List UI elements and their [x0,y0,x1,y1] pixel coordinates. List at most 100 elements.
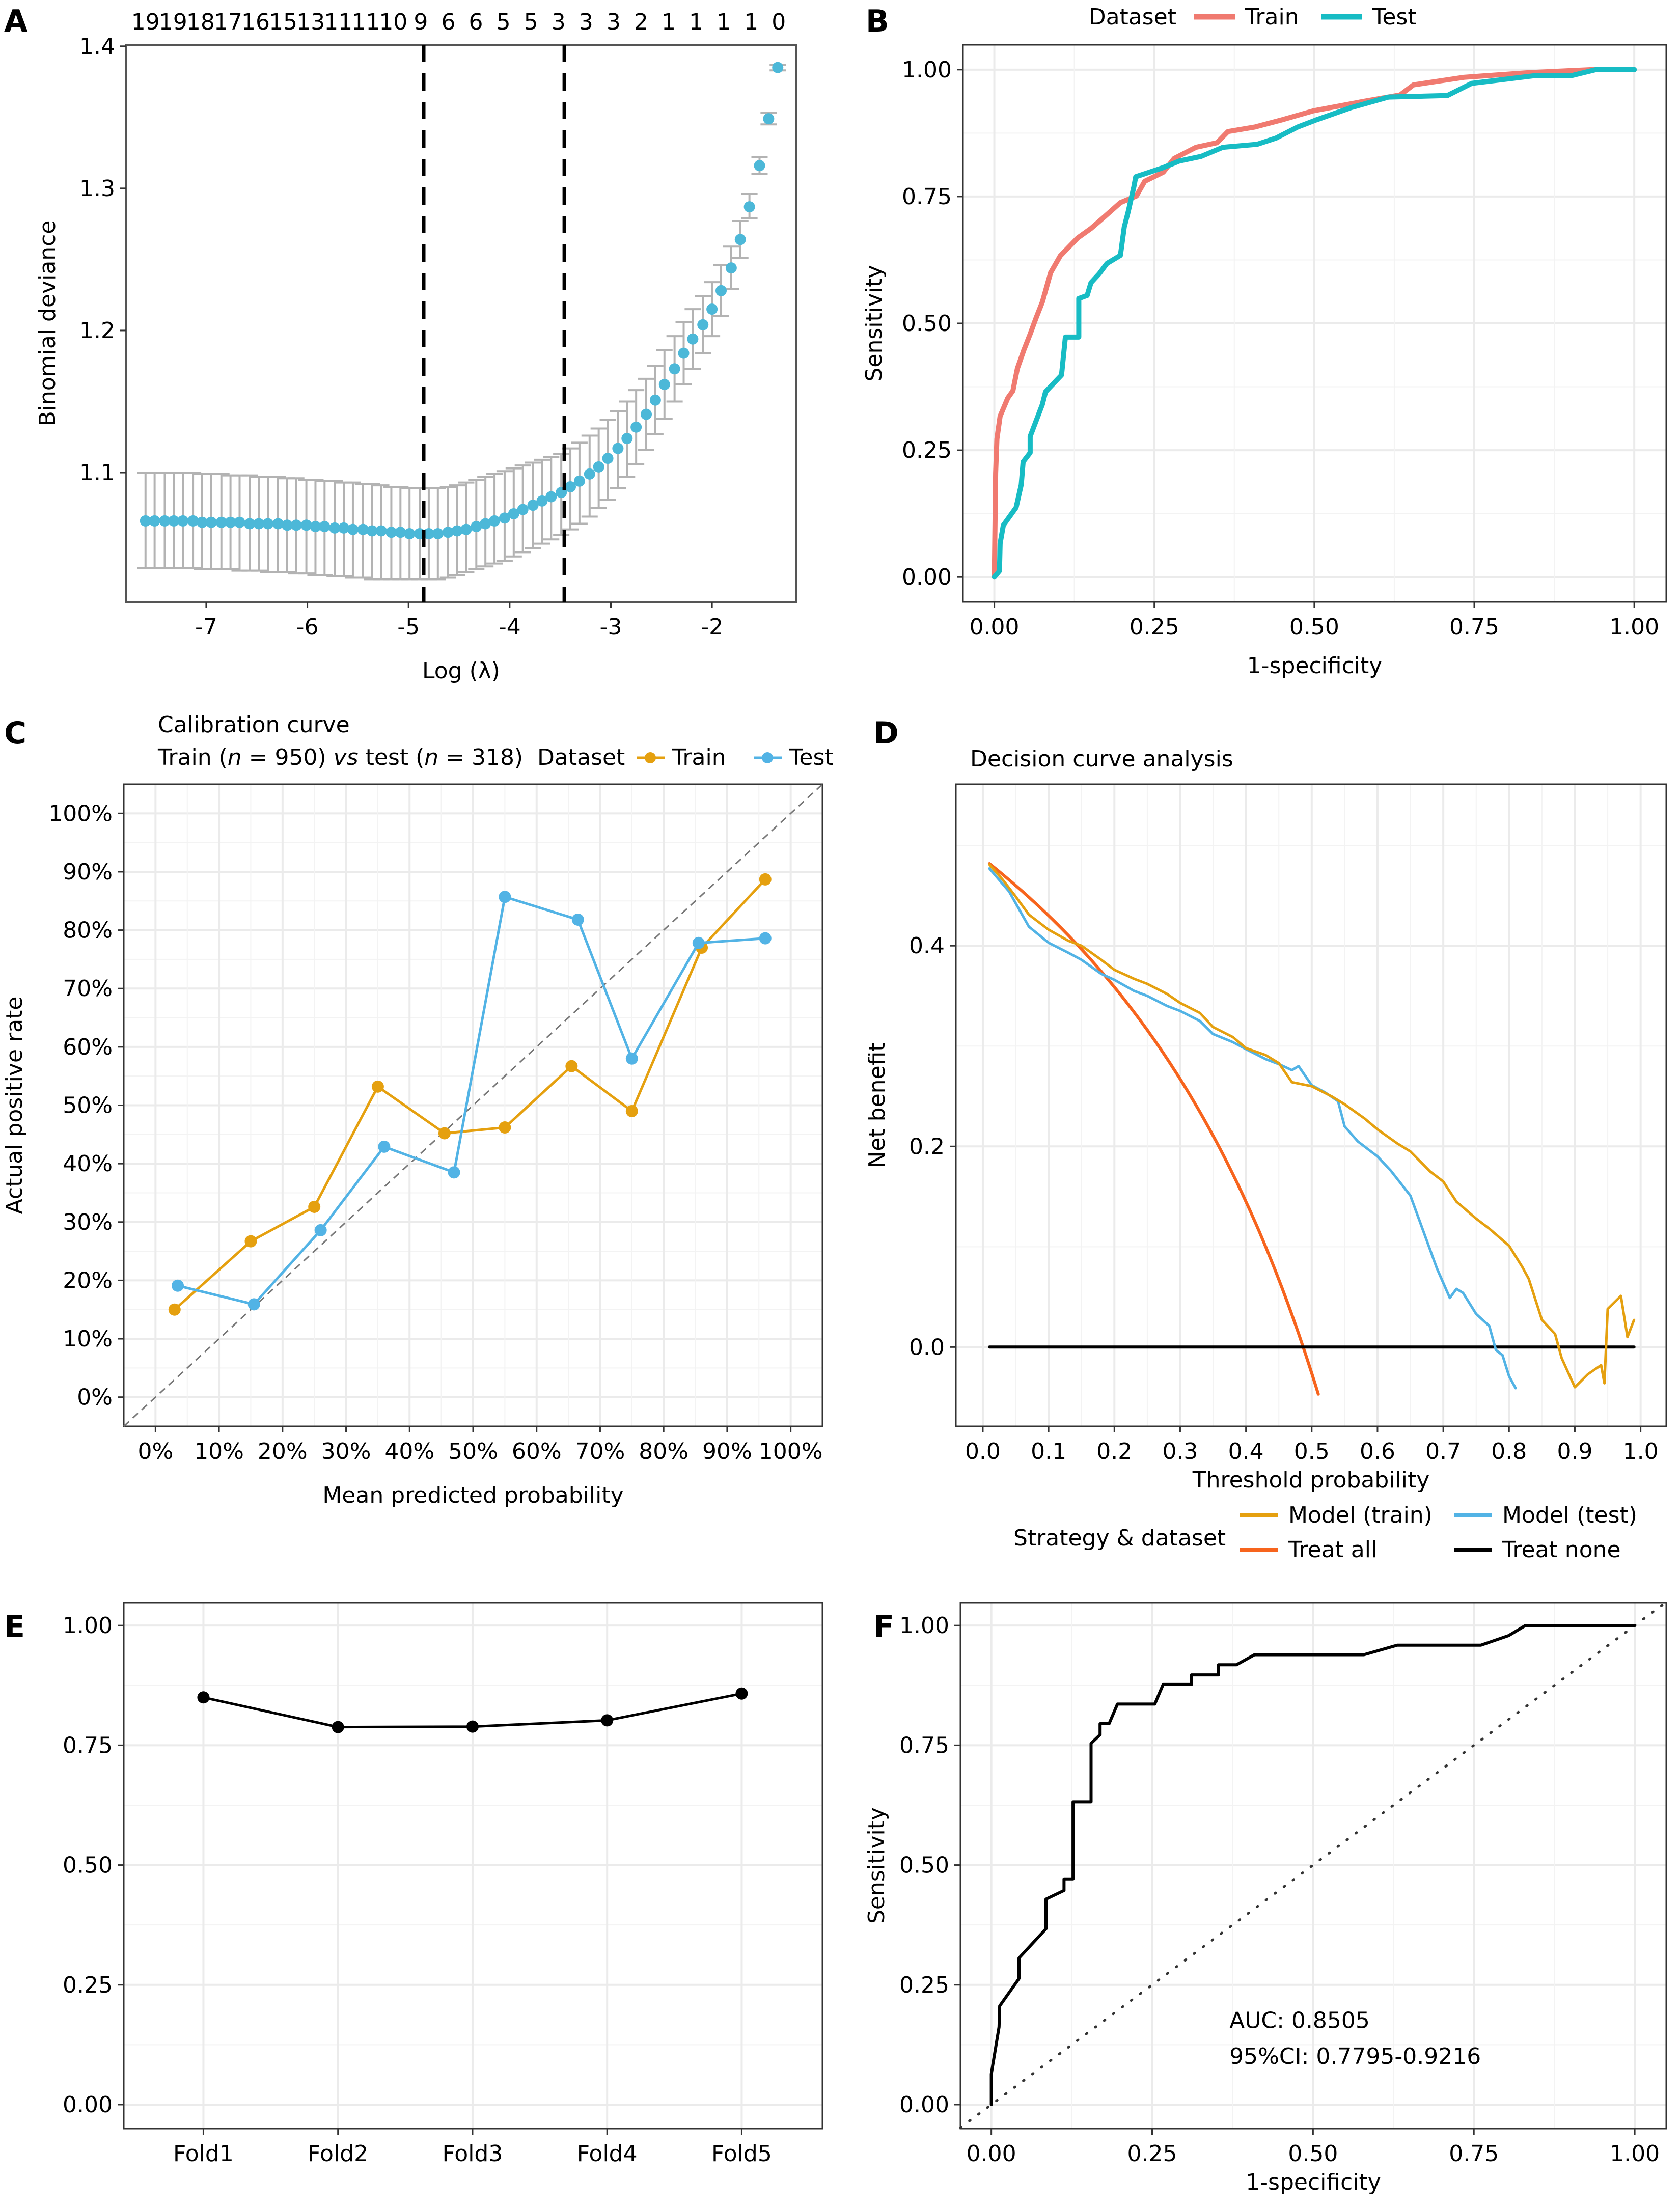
y-tick-label: 100% [48,801,113,826]
panel-d-decision-curve: D 0.0 0.2 0.4 0.0 0.1 0.2 0.3 0.4 0.5 0.6 0.7 0.8 0.9… [864,715,1667,1563]
y-tick-label: 1.00 [899,1613,949,1639]
top-nonzero-count-label: 3 [552,9,566,35]
data-point [715,285,727,296]
x-tick-label: 0.75 [1449,2141,1499,2167]
x-tick-label: 0.5 [1294,1439,1330,1465]
top-nonzero-count-label: 6 [469,9,483,35]
data-point [423,528,434,540]
data-point [630,421,642,433]
top-nonzero-count-label: 11 [351,9,380,35]
calibration-point-train [371,1080,384,1093]
y-tick-label: 0.50 [899,1853,949,1879]
legend-title: Dataset [1089,4,1176,30]
data-point [177,515,189,527]
x-tick-label: 0.7 [1425,1439,1461,1465]
x-axis-title: Threshold probability [1192,1467,1430,1493]
panel-b-roc-train-test: B 0.00 0.25 0.50 0.75 1.00 0.00 0.25 0.50 0.75 1.0… [861,4,1667,679]
legend-label-train: Train [1245,4,1299,30]
top-nonzero-count-label: 1 [689,9,703,35]
calibration-point-train [438,1127,451,1140]
ci-annotation: 95%CI: 0.7795-0.9216 [1229,2044,1481,2069]
y-tick-label: 0.50 [902,311,952,337]
cv-auc-point [332,1721,344,1733]
legend-label: Treat all [1288,1537,1377,1563]
top-nonzero-count-label: 5 [497,9,511,35]
data-point [253,518,265,530]
data-point [244,518,256,530]
x-tick-label: 0.4 [1228,1439,1264,1465]
y-tick-label: 0.4 [909,933,945,959]
top-nonzero-count-label: 15 [269,9,297,35]
panel-e-cv-folds: E 0.00 0.25 0.50 0.75 1.00 Fold1 Fold2 Fold3 Fold… [4,1602,823,2167]
top-nonzero-count-label: 6 [441,9,455,35]
data-point [669,363,680,375]
plot-frame [962,44,1667,603]
y-tick-label: 70% [63,976,113,1002]
plot-frame [125,44,797,603]
top-nonzero-count-label: 19 [159,9,187,35]
data-point [395,527,406,538]
x-tick-label: Fold2 [308,2141,368,2167]
subtitle-part: = 318) [438,744,523,770]
plot-frame [955,783,1667,1427]
y-tick-label: 1.2 [79,318,115,344]
chart-subtitle: Train (n = 950) vs test (n = 318) [157,744,523,770]
y-tick-label: 10% [63,1326,113,1352]
x-tick-label: 0.8 [1491,1439,1527,1465]
x-tick-label: 0.0 [965,1439,1001,1465]
chart-title: Decision curve analysis [970,746,1233,772]
top-nonzero-count-label: 18 [186,9,215,35]
data-point [262,518,274,530]
data-point [432,528,444,540]
calibration-point-train [499,1121,511,1134]
subtitle-part: = 950) [242,744,334,770]
x-tick-label: 0.1 [1031,1439,1066,1465]
data-point [347,523,359,535]
legend-title: Strategy & dataset [1013,1525,1226,1551]
panel-c-calibration: C 0% 10% 20% 30% 40% 50% 60% 70% 80% 90% 100% 0% 10% 2… [2,712,834,1508]
calibration-point-test [571,913,584,926]
panel-a-lasso-cv: A 1.1 1.2 1.3 1.4 -7 -6 -5 -4 -3 -2 Log (λ) Binomial… [4,4,797,684]
calibration-point-train [759,873,772,886]
y-tick-label: 0.00 [902,564,952,590]
reference-diagonal [959,1600,1668,2129]
data-point [621,433,633,445]
plot-frame [123,783,823,1427]
x-tick-label: 90% [702,1439,752,1465]
calibration-point-test [692,936,705,949]
x-tick-label: 30% [321,1439,371,1465]
plot-frame [123,1602,823,2130]
x-tick-label: 0.9 [1557,1439,1592,1465]
data-point [281,519,293,531]
y-tick-label: 0.75 [63,1732,113,1758]
y-tick-label: 0.25 [63,1972,113,1998]
y-tick-label: 0.2 [909,1134,945,1160]
x-tick-label: -5 [397,614,420,640]
data-point [649,394,661,406]
y-tick-label: 0.75 [899,1732,949,1758]
x-tick-label: 10% [194,1439,244,1465]
data-point [536,495,548,507]
x-tick-label: 0.50 [1288,2141,1338,2167]
y-tick-label: 1.00 [902,57,952,83]
data-point [480,518,491,530]
cv-auc-point [735,1687,748,1700]
top-nonzero-count-label: 13 [296,9,325,35]
x-tick-label: -4 [499,614,521,640]
data-point [743,201,755,213]
data-point [234,516,245,528]
x-tick-label: 70% [575,1439,625,1465]
y-tick-label: 0% [77,1385,113,1411]
x-tick-label: 0.75 [1449,614,1499,640]
panel-label: E [4,1609,25,1645]
x-tick-label: 0.25 [1130,614,1179,640]
data-point [451,525,463,537]
calibration-point-test [625,1052,638,1065]
data-point [687,333,699,345]
y-tick-label: 30% [63,1209,113,1235]
panel-label: B [866,4,889,39]
x-tick-label: 0.00 [970,614,1020,640]
x-tick-label: 0.6 [1360,1439,1395,1465]
data-point [140,515,151,527]
data-point [215,516,227,528]
